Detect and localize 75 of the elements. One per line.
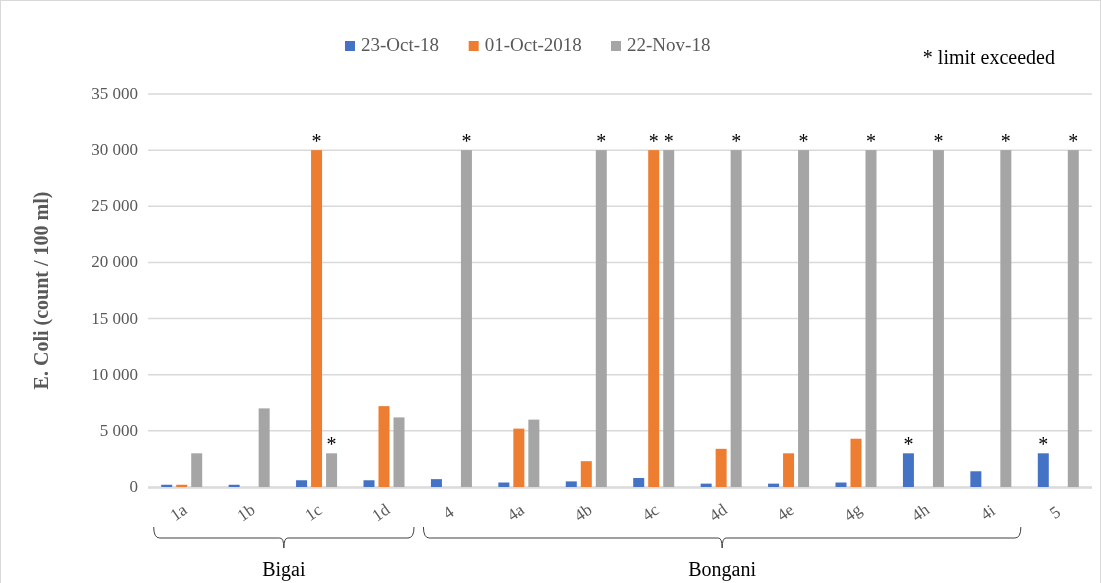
y-tick-label: 5 000 (99, 420, 138, 440)
bar (498, 482, 510, 487)
x-tick-label: 4b (570, 499, 596, 526)
x-tick-label: 4a (503, 499, 529, 525)
x-tick-label: 1b (233, 499, 259, 526)
data-label: * (663, 130, 674, 153)
bar (296, 480, 308, 487)
data-label: * (866, 130, 876, 153)
data-label: * (798, 130, 809, 153)
x-tick-label: 4e (773, 500, 798, 525)
bar (430, 479, 442, 487)
bar (580, 461, 592, 487)
bar (191, 453, 203, 487)
bar (850, 438, 862, 487)
bar (393, 417, 405, 487)
bar (528, 419, 540, 487)
x-tick-label: 4d (705, 499, 731, 526)
data-label: * (596, 130, 607, 153)
bar (932, 150, 944, 487)
bar (311, 150, 323, 487)
y-tick-label: 25 000 (91, 196, 138, 216)
text: * limit exceeded (922, 46, 1055, 68)
bar (513, 428, 525, 487)
y-tick-label: 10 000 (91, 364, 138, 384)
y-tick-label: 35 000 (91, 84, 138, 103)
bar (1000, 150, 1012, 487)
bar (363, 480, 375, 487)
legend-label: 22-Nov-18 (627, 34, 711, 55)
x-tick-label: 5 (1046, 502, 1065, 523)
x-tick-label: 4h (907, 499, 934, 526)
data-label: * (1038, 433, 1049, 456)
x-tick-label: 4c (638, 499, 663, 525)
x-tick-label: 1c (301, 499, 326, 525)
x-tick-label: 1a (166, 499, 191, 525)
data-label: * (933, 130, 944, 153)
x-tick-label: 4 (439, 501, 458, 523)
x-tick-label: 4g (840, 499, 866, 526)
y-tick-label: 30 000 (91, 140, 138, 160)
x-tick-label: 1d (368, 499, 394, 526)
bar (565, 481, 577, 487)
bar (648, 150, 660, 487)
bar (633, 478, 645, 487)
y-axis-title: E. Coli (count / 100 ml) (30, 191, 53, 390)
bar (715, 448, 727, 487)
bar (1037, 453, 1049, 487)
bar (865, 150, 877, 487)
data-label: * (311, 130, 322, 153)
bar (730, 150, 742, 487)
bar (798, 150, 810, 487)
y-tick-label: 0 (129, 477, 138, 496)
bar (783, 453, 795, 487)
bar (902, 453, 914, 487)
bar (835, 482, 847, 487)
bar (595, 150, 607, 487)
data-label: * (1000, 130, 1011, 153)
data-label: * (648, 130, 659, 153)
text: Bongani (688, 558, 757, 581)
data-label: * (1068, 130, 1079, 153)
bar (460, 150, 472, 487)
y-tick-label: 20 000 (91, 252, 138, 272)
legend-label: 01-Oct-2018 (484, 34, 582, 55)
data-label: * (326, 433, 337, 456)
bar (378, 406, 390, 487)
text: Bigai (262, 558, 306, 581)
bar (258, 408, 270, 487)
bar (663, 150, 675, 487)
data-label: * (461, 130, 472, 153)
bar (970, 471, 982, 487)
legend-label: 23-Oct-18 (361, 34, 440, 55)
data-label: * (731, 130, 742, 153)
bar (326, 453, 338, 487)
bar (1067, 150, 1079, 487)
data-label: * (903, 433, 914, 456)
x-tick-label: 4i (976, 500, 999, 525)
y-tick-label: 15 000 (91, 308, 138, 328)
